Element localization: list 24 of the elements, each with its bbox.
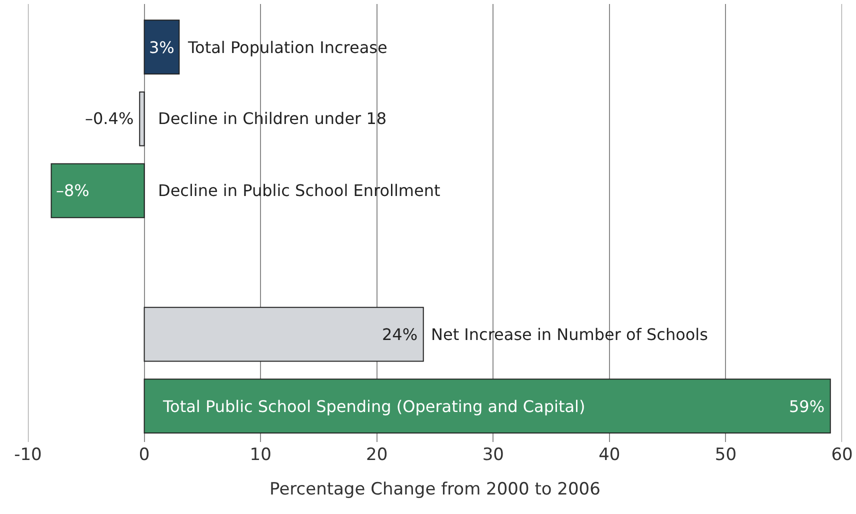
data-label: –8% <box>56 181 90 200</box>
x-tick-label: 60 <box>831 445 853 465</box>
bar <box>144 378 831 434</box>
y-tick-label: Net Increase in Number of Schools <box>431 325 708 344</box>
data-label: –0.4% <box>85 109 134 128</box>
y-tick-label: Decline in Children under 18 <box>158 109 387 128</box>
x-tick-label: 40 <box>598 445 620 465</box>
bar <box>139 91 145 146</box>
x-tick-label: 0 <box>138 445 150 465</box>
x-tick-label: 50 <box>714 445 737 465</box>
x-tick-label: 10 <box>250 445 272 465</box>
data-label: 59% <box>789 397 825 416</box>
bar <box>144 20 180 75</box>
data-label: 24% <box>382 325 418 344</box>
x-tick-label: 30 <box>482 445 504 465</box>
y-tick-label: Total Population Increase <box>187 38 388 57</box>
y-tick-label: Decline in Public School Enrollment <box>158 181 440 200</box>
x-axis-title: Percentage Change from 2000 to 2006 <box>270 479 600 500</box>
bar <box>50 163 145 218</box>
y-tick-label: Total Public School Spending (Operating and Capital) <box>162 397 586 416</box>
bar <box>144 306 424 362</box>
x-tick-label: 20 <box>366 445 388 465</box>
data-label: 3% <box>149 38 174 57</box>
x-tick-label: -10 <box>14 445 42 465</box>
